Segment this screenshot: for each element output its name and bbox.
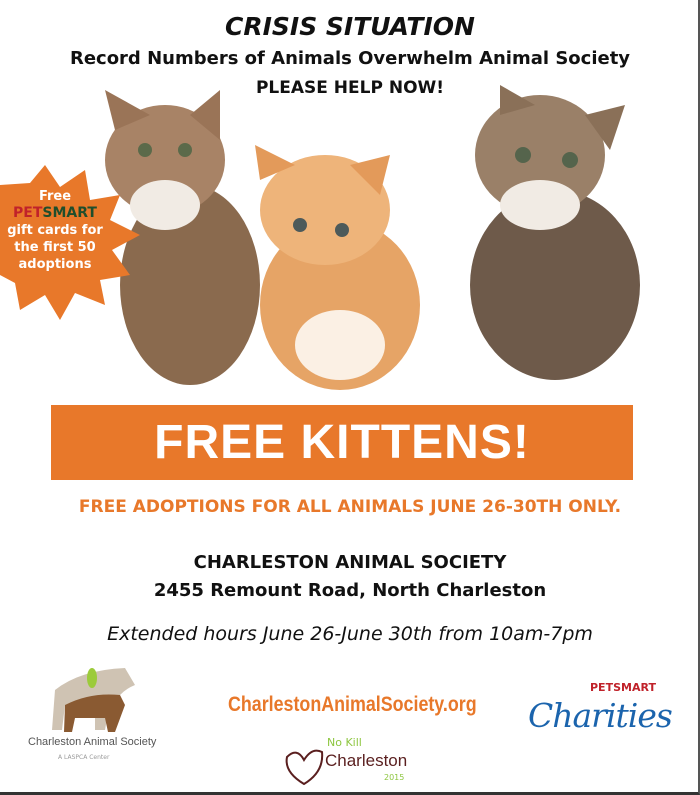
headline: CRISIS SITUATION — [225, 12, 475, 41]
badge-free: Free — [38, 189, 72, 204]
cas-logo-name: Charleston Animal Society — [28, 736, 157, 748]
badge-line: the first 50 — [14, 240, 96, 255]
no-kill-charleston: Charleston — [325, 751, 408, 770]
call-to-action: PLEASE HELP NOW! — [255, 78, 445, 98]
starburst-badge — [0, 165, 140, 320]
kittens-photo — [105, 85, 640, 390]
no-kill-year: 2015 — [384, 773, 405, 782]
cas-logo-sub: A LASPCA Center — [58, 754, 110, 761]
badge-text: Free PETSMART gift cards for the first 5… — [0, 188, 110, 273]
promo-text: FREE ADOPTIONS FOR ALL ANIMALS JUNE 26-3… — [78, 497, 622, 517]
kitten-left — [105, 90, 260, 385]
no-kill-text: No Kill — [327, 736, 362, 749]
cas-logo-icon — [52, 668, 135, 732]
kitten-middle — [255, 145, 420, 390]
badge-line: adoptions — [18, 257, 92, 272]
subheadline: Record Numbers of Animals Overwhelm Anim… — [69, 48, 631, 69]
badge-line: gift cards for — [7, 223, 103, 238]
petsmart-charities-brand: PETSMART — [590, 681, 656, 694]
petsmart-smart: SMART — [42, 205, 97, 221]
no-kill-logo-icon — [285, 749, 324, 786]
free-kittens-banner: FREE KITTENS! — [51, 405, 633, 480]
kitten-right — [470, 85, 640, 380]
website-link[interactable]: CharlestonAnimalSociety.org — [228, 693, 477, 716]
petsmart-pet: PET — [13, 205, 43, 221]
petsmart-logo: PETSMART — [0, 205, 110, 222]
hours: Extended hours June 26-June 30th from 10… — [107, 623, 593, 645]
organization-name: CHARLESTON ANIMAL SOCIETY — [193, 552, 507, 573]
address: 2455 Remount Road, North Charleston — [153, 580, 547, 601]
petsmart-charities-logo: Charities — [528, 696, 673, 735]
